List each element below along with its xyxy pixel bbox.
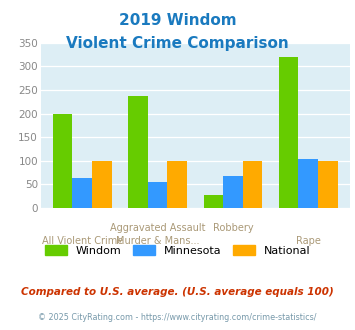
Text: © 2025 CityRating.com - https://www.cityrating.com/crime-statistics/: © 2025 CityRating.com - https://www.city… [38,313,317,322]
Bar [203,195,223,208]
Bar [318,161,338,208]
Bar [243,161,262,208]
Bar [167,161,187,208]
Bar [92,161,111,208]
Text: Rape: Rape [296,236,321,246]
Legend: Windom, Minnesota, National: Windom, Minnesota, National [40,240,315,260]
Bar [53,114,72,208]
Text: Violent Crime Comparison: Violent Crime Comparison [66,36,289,51]
Text: Murder & Mans...: Murder & Mans... [116,236,200,246]
Text: Aggravated Assault: Aggravated Assault [110,223,205,233]
Bar [148,182,167,208]
Bar [128,96,148,208]
Bar [279,57,299,208]
Text: 2019 Windom: 2019 Windom [119,13,236,28]
Text: Compared to U.S. average. (U.S. average equals 100): Compared to U.S. average. (U.S. average … [21,287,334,297]
Bar [223,176,243,208]
Text: Robbery: Robbery [213,223,253,233]
Bar [72,178,92,208]
Bar [299,159,318,208]
Text: All Violent Crime: All Violent Crime [42,236,123,246]
